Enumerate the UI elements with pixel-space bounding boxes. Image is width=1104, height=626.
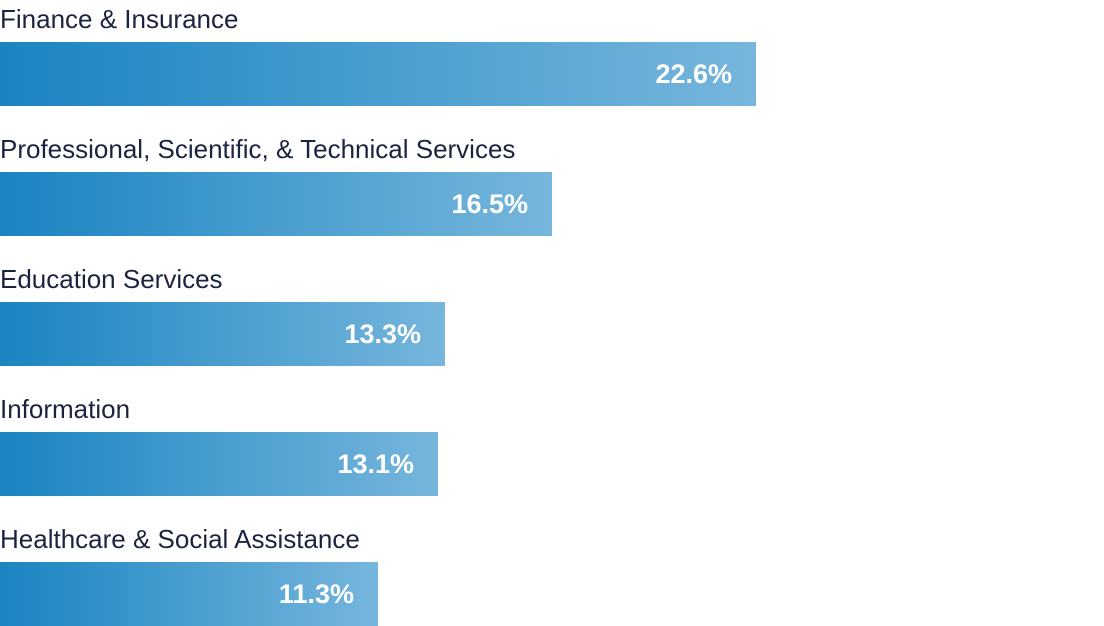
bar-professional-scientific-technical: 16.5% bbox=[0, 172, 552, 236]
bar-row-education-services: Education Services 13.3% bbox=[0, 260, 1104, 366]
category-label: Finance & Insurance bbox=[0, 4, 239, 34]
bar-education-services: 13.3% bbox=[0, 302, 445, 366]
value-label: 11.3% bbox=[278, 579, 354, 609]
category-label: Education Services bbox=[0, 264, 223, 294]
category-label: Professional, Scientific, & Technical Se… bbox=[0, 134, 516, 164]
value-label: 13.3% bbox=[344, 319, 421, 349]
value-label: 16.5% bbox=[451, 189, 528, 219]
category-label: Information bbox=[0, 394, 131, 424]
bar-row-healthcare-social-assistance: Healthcare & Social Assistance 11.3% bbox=[0, 520, 1104, 626]
bar-row-finance-insurance: Finance & Insurance 22.6% bbox=[0, 0, 1104, 106]
category-label: Healthcare & Social Assistance bbox=[0, 524, 360, 554]
value-label: 22.6% bbox=[655, 59, 732, 89]
value-label: 13.1% bbox=[337, 449, 414, 479]
bar-finance-insurance: 22.6% bbox=[0, 42, 756, 106]
bar-row-professional-scientific-technical: Professional, Scientific, & Technical Se… bbox=[0, 130, 1104, 236]
bar-information: 13.1% bbox=[0, 432, 438, 496]
bar-row-information: Information 13.1% bbox=[0, 390, 1104, 496]
bar-healthcare-social-assistance: 11.3% bbox=[0, 562, 378, 626]
